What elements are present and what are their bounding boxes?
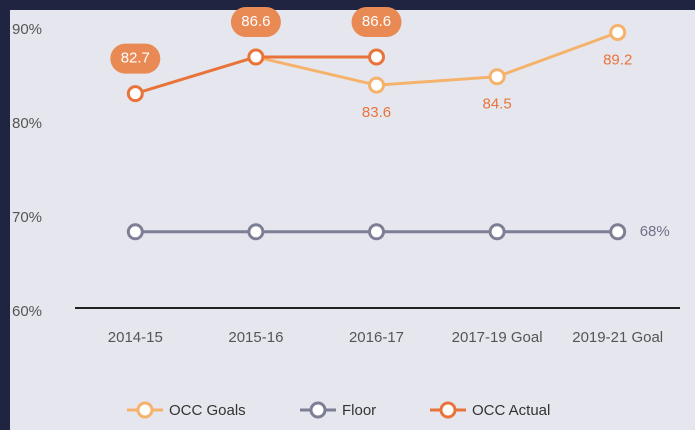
legend-marker — [136, 401, 154, 419]
data-label: 83.6 — [362, 104, 391, 121]
y-tick-label: 90% — [12, 21, 42, 38]
point — [609, 223, 627, 241]
label-pill — [110, 43, 161, 74]
point — [126, 223, 144, 241]
data-label: 89.2 — [603, 51, 632, 68]
x-tick-label: 2019-21 Goal — [572, 329, 663, 346]
x-tick-label: 2016-17 — [349, 329, 404, 346]
point — [247, 48, 265, 66]
point — [126, 85, 144, 103]
legend-label: OCC Actual — [472, 402, 550, 419]
y-tick-label: 60% — [12, 303, 42, 320]
point — [247, 223, 265, 241]
data-label: 84.5 — [482, 96, 511, 113]
y-tick-label: 80% — [12, 115, 42, 132]
x-tick-label: 2015-16 — [228, 329, 283, 346]
point — [368, 223, 385, 241]
legend-marker — [309, 401, 327, 419]
legend-label: OCC Goals — [169, 402, 246, 419]
point — [368, 48, 385, 66]
data-label: 82.7 — [121, 50, 150, 67]
data-label: 86.6 — [241, 13, 270, 30]
point — [609, 24, 627, 42]
data-label: 68% — [640, 223, 670, 240]
point — [488, 223, 506, 241]
legend-marker — [439, 401, 457, 419]
x-tick-label: 2017-19 Goal — [452, 329, 543, 346]
x-tick-label: 2014-15 — [108, 329, 163, 346]
y-tick-label: 70% — [12, 209, 42, 226]
point — [488, 68, 506, 86]
series-line — [255, 31, 619, 87]
panel — [10, 10, 695, 430]
label-pill — [230, 6, 281, 37]
point — [368, 76, 385, 94]
data-label: 86.6 — [362, 13, 391, 30]
legend-label: Floor — [342, 402, 376, 419]
label-pill — [351, 6, 402, 37]
